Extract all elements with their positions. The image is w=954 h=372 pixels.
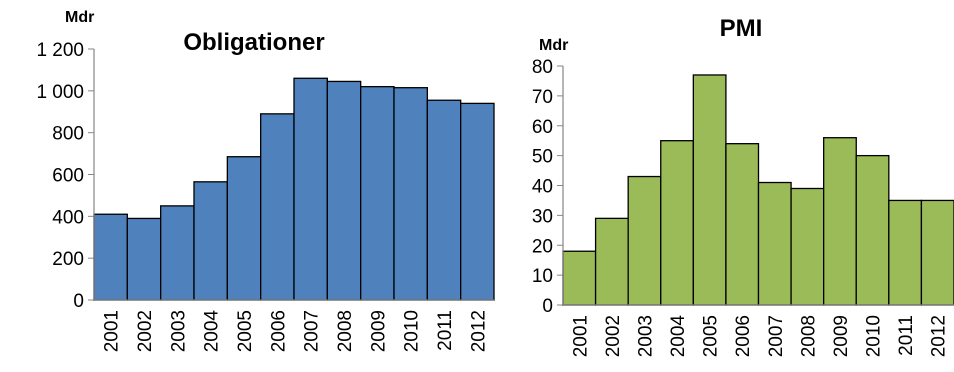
- axes: [93, 49, 494, 301]
- bar-2007: [293, 77, 328, 301]
- bar-2010: [855, 154, 890, 306]
- bar-2010: [393, 87, 428, 301]
- bar-2008: [790, 187, 825, 306]
- bar-2011: [888, 199, 923, 306]
- y-tick-label: 80: [532, 57, 553, 78]
- bar-2004: [193, 181, 228, 301]
- bar-2009: [823, 137, 857, 306]
- x-tick-label: 2005: [235, 310, 256, 352]
- x-tick-label: 2009: [368, 310, 389, 352]
- bar-2005: [226, 156, 262, 301]
- bar-2001: [562, 250, 597, 306]
- x-tick-label: 2007: [302, 310, 323, 352]
- x-tick-label: 2002: [603, 315, 624, 357]
- x-tick-label: 2006: [733, 315, 754, 357]
- y-tick-label: 10: [532, 266, 553, 287]
- y-tick-label: 0: [73, 291, 84, 312]
- x-tick-label: 2008: [335, 310, 356, 352]
- x-tick-label: 2001: [102, 310, 123, 352]
- bar-2002: [594, 217, 629, 306]
- y-tick-label: 60: [532, 117, 553, 138]
- y-tick-label: 30: [532, 206, 553, 227]
- x-tick-label: 2011: [435, 310, 456, 351]
- x-axis-ticks: 2001 2002 2003 2004 2005 2006 2007 2008 2009 2010…: [570, 315, 949, 358]
- x-tick-label: 2007: [766, 315, 787, 357]
- y-tick-label: 600: [52, 166, 84, 187]
- y-tick-label: 50: [532, 147, 553, 168]
- y-tick-label: 70: [532, 87, 553, 108]
- unit-label: Mdr: [539, 37, 568, 54]
- bar-2012: [460, 102, 495, 301]
- y-tick-label: 1 200: [36, 40, 84, 61]
- bar-2006: [260, 113, 295, 301]
- bar-2006: [725, 143, 760, 306]
- chart-obligationer: Obligationer Mdr 0 200 400 600 800 1 000 1 200…: [36, 9, 495, 353]
- y-axis-ticks: 0 10 20 30 40 50 60 70 80: [532, 57, 563, 317]
- x-tick-label: 2003: [635, 315, 656, 357]
- bar-2002: [126, 217, 162, 301]
- x-tick-label: 2001: [570, 315, 591, 357]
- bar-2005: [692, 74, 727, 306]
- bar-2003: [160, 205, 195, 301]
- x-tick-label: 2006: [268, 310, 289, 352]
- x-tick-label: 2004: [668, 315, 689, 358]
- x-tick-label: 2009: [831, 315, 852, 357]
- x-tick-label: 2003: [168, 310, 189, 352]
- bar-2008: [326, 80, 362, 301]
- y-axis-ticks: 0 200 400 600 800 1 000 1 200: [36, 40, 94, 312]
- bar-2009: [360, 86, 395, 301]
- chart-title: Obligationer: [183, 29, 324, 56]
- x-tick-label: 2012: [468, 310, 489, 352]
- bar-2003: [627, 175, 662, 306]
- x-tick-label: 2011: [896, 315, 917, 356]
- x-tick-label: 2002: [135, 310, 156, 352]
- chart-title: PMI: [720, 15, 763, 42]
- axes: [562, 66, 954, 306]
- bars: [562, 74, 954, 306]
- bar-2004: [660, 140, 694, 306]
- bar-2001: [93, 213, 128, 301]
- unit-label: Mdr: [65, 9, 94, 26]
- bar-2011: [426, 99, 462, 301]
- y-tick-label: 200: [52, 249, 84, 270]
- y-tick-label: 1 000: [36, 82, 84, 103]
- y-tick-label: 40: [532, 177, 553, 198]
- x-tick-label: 2010: [402, 310, 423, 352]
- bar-2007: [757, 181, 792, 306]
- x-tick-label: 2012: [929, 315, 950, 357]
- x-tick-label: 2010: [864, 315, 885, 357]
- y-tick-label: 20: [532, 236, 553, 257]
- bars: [93, 77, 495, 301]
- bar-2012: [920, 199, 954, 306]
- y-tick-label: 800: [52, 124, 84, 145]
- x-tick-label: 2005: [701, 315, 722, 357]
- y-tick-label: 0: [542, 296, 553, 317]
- y-tick-label: 400: [52, 207, 84, 228]
- x-tick-label: 2004: [202, 310, 223, 353]
- x-tick-label: 2008: [798, 315, 819, 357]
- x-axis-ticks: 2001 2002 2003 2004 2005 2006 2007 2008 2009 2010…: [102, 310, 490, 353]
